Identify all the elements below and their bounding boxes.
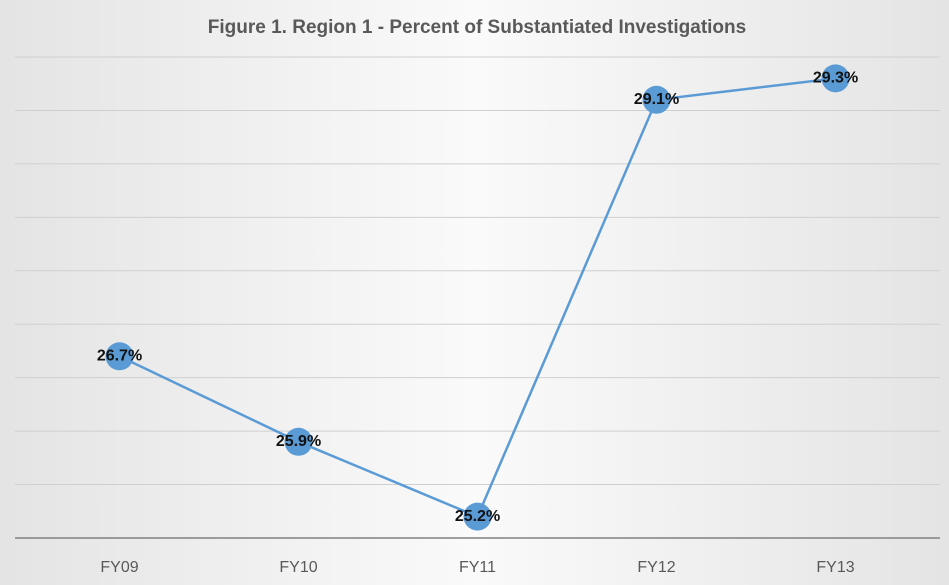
- marker: [463, 502, 492, 531]
- marker: [821, 64, 850, 93]
- marker: [105, 342, 134, 371]
- x-tick-label: FY09: [100, 559, 138, 576]
- x-tick-label: FY10: [279, 559, 317, 576]
- x-tick-label: FY13: [816, 559, 854, 576]
- data-label: 25.9%: [276, 433, 321, 450]
- x-tick-label: FY12: [637, 559, 675, 576]
- data-label: 29.1%: [634, 91, 679, 108]
- chart-title: Figure 1. Region 1 - Percent of Substant…: [208, 17, 746, 38]
- marker: [284, 427, 313, 456]
- data-label: 26.7%: [97, 348, 142, 365]
- data-label: 29.3%: [813, 70, 858, 87]
- data-label: 25.2%: [455, 508, 500, 525]
- marker: [642, 85, 671, 114]
- x-tick-label: FY11: [459, 559, 496, 576]
